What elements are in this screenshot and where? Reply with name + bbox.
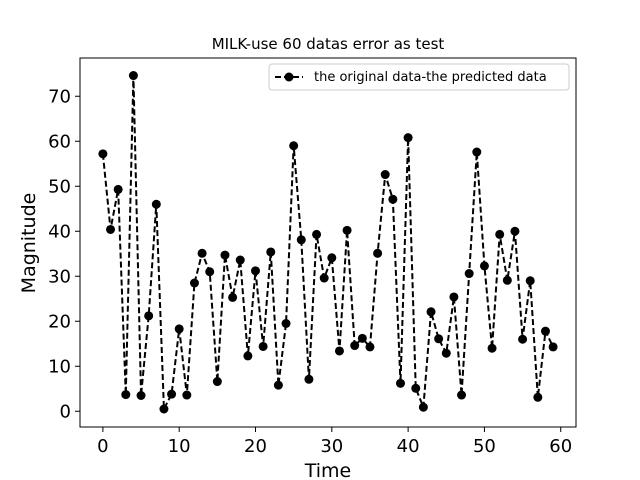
data-point: [411, 383, 421, 393]
x-tick-label: 40: [397, 436, 420, 457]
plot-frame: [79, 57, 577, 428]
data-point: [319, 273, 329, 283]
data-point: [106, 224, 116, 234]
data-point: [365, 342, 375, 352]
data-point: [182, 390, 192, 400]
plot-area: [98, 71, 558, 414]
data-point: [418, 402, 428, 412]
x-tick-label: 30: [320, 436, 343, 457]
data-point: [395, 378, 405, 388]
data-point: [113, 184, 123, 194]
data-point: [540, 326, 550, 336]
data-point: [487, 343, 497, 353]
data-point: [380, 170, 390, 180]
data-point: [403, 133, 413, 143]
data-point: [235, 255, 245, 265]
y-tick-label: 10: [48, 356, 71, 377]
data-point: [464, 269, 474, 279]
legend-label: the original data-the predicted data: [314, 70, 547, 85]
data-point: [510, 226, 520, 236]
data-point: [327, 253, 337, 263]
series-line: [101, 75, 555, 413]
data-point: [228, 292, 238, 302]
data-point: [434, 334, 444, 344]
data-point: [312, 229, 322, 239]
data-point: [243, 351, 253, 361]
x-tick-label: 20: [244, 436, 267, 457]
x-axis-label: Time: [304, 460, 352, 480]
data-point: [167, 389, 177, 399]
data-point: [495, 229, 505, 239]
data-point: [266, 247, 276, 257]
y-tick-label: 30: [48, 266, 71, 287]
data-point: [159, 404, 169, 414]
data-point: [426, 307, 436, 317]
data-point: [373, 248, 383, 258]
data-point: [357, 333, 367, 343]
data-point: [350, 341, 360, 351]
y-tick-label: 0: [60, 401, 71, 422]
data-point: [258, 341, 268, 351]
x-tick-label: 0: [97, 436, 108, 457]
y-tick-label: 60: [48, 131, 71, 152]
y-axis: 0 10 20 30 40 50 60 70: [48, 86, 80, 422]
data-point: [98, 149, 108, 159]
data-point: [289, 141, 299, 151]
chart-title: MILK-use 60 datas error as test: [212, 35, 445, 53]
data-point: [281, 319, 291, 328]
legend-marker: [284, 72, 294, 82]
data-point: [189, 278, 199, 288]
data-point: [212, 377, 222, 387]
x-tick-label: 10: [168, 436, 191, 457]
data-point: [449, 292, 459, 302]
x-axis: 0 10 20 30 40 50 60: [97, 427, 572, 457]
data-point: [205, 267, 215, 277]
data-point: [304, 374, 314, 384]
y-tick-label: 20: [48, 311, 71, 332]
y-tick-label: 50: [48, 176, 71, 197]
data-point: [548, 342, 558, 352]
y-tick-label: 70: [48, 86, 71, 107]
legend: the original data-the predicted data: [268, 63, 570, 91]
data-point: [472, 147, 482, 157]
legend-box: [268, 63, 570, 91]
data-point: [197, 248, 207, 258]
data-point: [518, 334, 528, 344]
data-point: [342, 225, 352, 235]
data-point: [525, 276, 535, 286]
y-axis-label: Magnitude: [18, 193, 40, 294]
data-point: [533, 392, 543, 402]
data-point: [273, 380, 283, 390]
data-point: [121, 390, 131, 400]
data-point: [220, 250, 230, 260]
data-point: [388, 194, 398, 204]
data-point: [251, 266, 261, 276]
data-point: [502, 275, 512, 285]
data-point: [296, 235, 306, 245]
data-point: [151, 199, 161, 209]
data-point: [136, 391, 146, 400]
data-point: [144, 311, 154, 321]
data-point: [128, 71, 138, 81]
x-tick-label: 60: [549, 436, 572, 457]
data-point: [457, 390, 467, 400]
data-point: [479, 261, 489, 271]
data-point: [441, 348, 451, 358]
data-point: [334, 346, 344, 356]
y-tick-label: 40: [48, 221, 71, 242]
data-point: [174, 324, 184, 334]
x-tick-label: 50: [473, 436, 496, 457]
